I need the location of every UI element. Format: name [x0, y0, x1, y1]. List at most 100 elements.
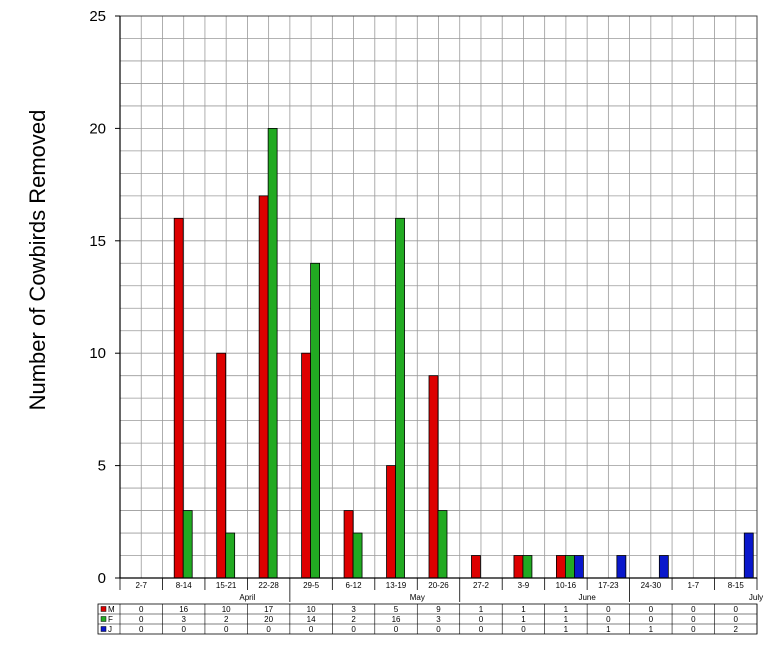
bar-M-27-2 [471, 555, 481, 579]
table-cell: 1 [564, 615, 569, 624]
x-category-label: 3-9 [518, 581, 530, 590]
table-cell: 0 [351, 625, 356, 634]
table-cell: 0 [606, 615, 611, 624]
table-cell: 9 [436, 605, 441, 614]
data-table: M 0 16 10 17 10 3 5 9 1 1 1 0 0 0 0F 0 3 2 20 14 2 16 3 0 1 1 0 0 0 0J… [97, 603, 758, 635]
x-category-label: 13-19 [386, 581, 407, 590]
table-cell: 0 [394, 625, 399, 634]
month-label: April [239, 593, 255, 602]
bars [173, 127, 754, 579]
bar-F-20-26 [437, 510, 448, 579]
x-category-label: 2-7 [135, 581, 147, 590]
legend-swatch-F [100, 616, 107, 622]
bar-J-10-16 [574, 555, 584, 579]
bar-J-17-23 [616, 555, 627, 579]
bar-J-24-30 [658, 555, 669, 579]
bar-M-15-21 [216, 352, 227, 579]
table-cell: 0 [266, 625, 271, 634]
legend-swatch-M [100, 606, 107, 612]
table-cell: 0 [224, 625, 229, 634]
bar-M-8-14 [173, 217, 184, 579]
bar-M-22-28 [258, 195, 269, 579]
table-cell: 14 [307, 615, 316, 624]
table-cell: 0 [479, 625, 484, 634]
month-label: July [749, 593, 763, 602]
y-tick-label: 20 [89, 120, 106, 137]
table-cell: 0 [309, 625, 314, 634]
table-cell: 1 [564, 625, 569, 634]
y-tick-label: 25 [89, 8, 106, 25]
bar-F-13-19 [395, 217, 405, 579]
table-cell: 0 [181, 625, 186, 634]
legend-label-F: F [108, 615, 113, 624]
table-cell: 0 [606, 605, 611, 614]
table-cell: 0 [734, 615, 739, 624]
table-cell: 0 [436, 625, 441, 634]
table-cell: 1 [564, 605, 569, 614]
y-axis-label: Number of Cowbirds Removed [25, 110, 50, 411]
x-category-label: 17-23 [598, 581, 619, 590]
bar-F-29-5 [310, 262, 321, 579]
table-cell: 0 [691, 605, 696, 614]
x-category-label: 6-12 [346, 581, 363, 590]
table-cell: 0 [139, 615, 144, 624]
x-category-label: 27-2 [473, 581, 490, 590]
table-cell: 10 [307, 605, 316, 614]
y-tick-label: 15 [89, 233, 106, 250]
table-cell: 0 [734, 605, 739, 614]
legend-swatch-J [100, 626, 107, 632]
table-cell: 3 [181, 615, 186, 624]
x-category-label: 1-7 [688, 581, 700, 590]
gridlines [119, 15, 758, 579]
x-category-label: 20-26 [428, 581, 449, 590]
bar-F-15-21 [225, 532, 236, 579]
table-cell: 16 [392, 615, 401, 624]
bar-F-22-28 [267, 127, 278, 579]
legend-label-M: M [108, 605, 115, 614]
table-cell: 0 [691, 615, 696, 624]
table-cell: 3 [351, 605, 356, 614]
table-cell: 17 [264, 605, 273, 614]
x-category-label: 8-14 [176, 581, 193, 590]
x-category-label: 8-15 [728, 581, 745, 590]
bar-F-6-12 [352, 532, 363, 579]
axes: 0 5 10 15 20 25 2-7 8-14 15-21 22-28 29-5 6-12 13-19… [89, 8, 763, 602]
table-cell: 0 [521, 625, 526, 634]
bar-M-10-16 [556, 555, 566, 579]
table-cell: 1 [606, 625, 611, 634]
month-label: June [578, 593, 596, 602]
table-cell: 0 [479, 615, 484, 624]
bar-M-29-5 [301, 352, 312, 579]
table-cell: 2 [734, 625, 739, 634]
bar-M-6-12 [343, 510, 354, 579]
bar-F-10-16 [565, 555, 575, 579]
table-frame [97, 603, 758, 635]
bar-M-3-9 [513, 555, 524, 579]
table-cell: 0 [649, 615, 654, 624]
bar-J-8-15 [743, 532, 754, 579]
x-category-label: 24-30 [641, 581, 662, 590]
table-cell: 0 [139, 605, 144, 614]
bar-F-8-14 [182, 510, 193, 579]
table-cell: 0 [649, 605, 654, 614]
bar-M-13-19 [386, 465, 396, 579]
legend-label-J: J [108, 625, 112, 634]
x-category-label: 22-28 [258, 581, 279, 590]
y-tick-label: 10 [89, 345, 106, 362]
y-tick-label: 5 [98, 458, 106, 475]
table-cell: 20 [264, 615, 273, 624]
table-cell: 2 [224, 615, 229, 624]
table-cell: 2 [351, 615, 356, 624]
table-cell: 10 [222, 605, 231, 614]
table-cell: 1 [521, 605, 526, 614]
bar-M-20-26 [428, 375, 439, 579]
table-cell: 16 [179, 605, 188, 614]
table-cell: 1 [479, 605, 484, 614]
table-cell: 0 [139, 625, 144, 634]
y-tick-label: 0 [98, 570, 106, 587]
x-category-label: 15-21 [216, 581, 237, 590]
table-cell: 5 [394, 605, 399, 614]
table-cell: 1 [649, 625, 654, 634]
x-category-label: 29-5 [303, 581, 320, 590]
